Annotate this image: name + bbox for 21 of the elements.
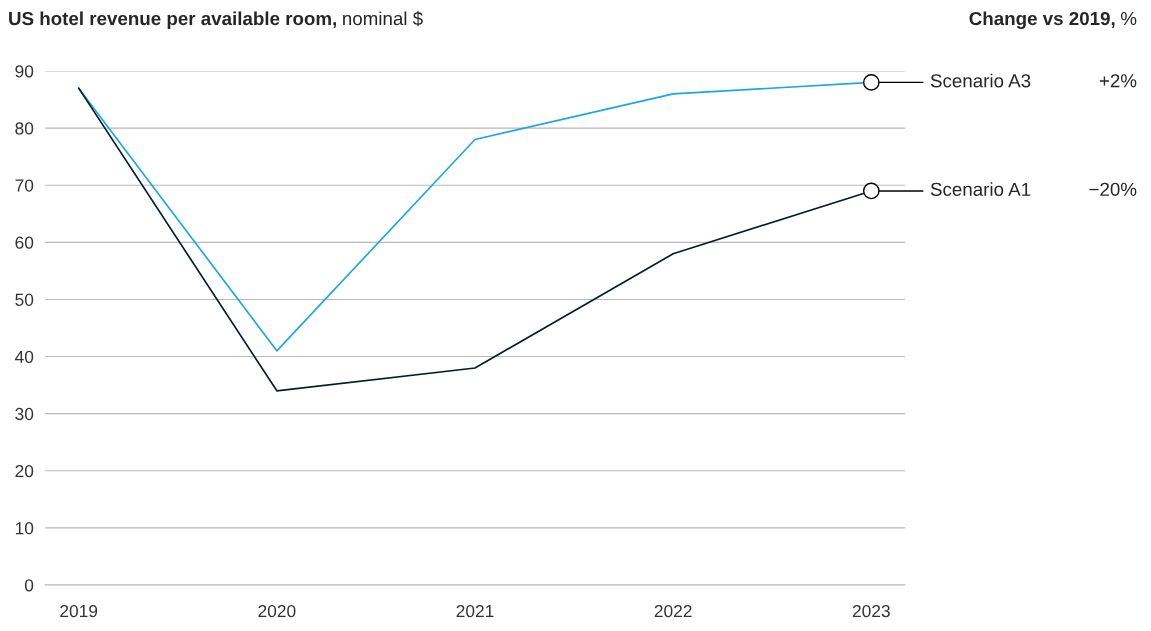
- y-tick-label: 80: [15, 122, 34, 135]
- x-tick-label: 2022: [654, 604, 692, 618]
- y-tick-label: 90: [15, 65, 34, 78]
- x-tick-label: 2023: [852, 604, 890, 618]
- chart-title: US hotel revenue per available room, nominal $: [9, 11, 423, 29]
- y-tick-label: 0: [24, 579, 34, 592]
- text: +2%: [1099, 74, 1137, 88]
- x-tick-label: 2021: [456, 604, 494, 618]
- legend-label: Scenario A1: [930, 182, 1031, 196]
- y-tick-label: 10: [15, 522, 34, 535]
- legend-label: Scenario A3: [930, 73, 1031, 88]
- x-tick-label: 2019: [60, 604, 98, 618]
- y-tick-label: 60: [15, 236, 34, 249]
- y-tick-label: 70: [15, 179, 34, 192]
- x-tick-label: 2020: [258, 604, 296, 618]
- y-tick-label: 50: [15, 293, 34, 306]
- y-tick-label: 30: [15, 407, 34, 421]
- y-tick-label: 20: [15, 464, 34, 478]
- text: −20%: [1089, 182, 1137, 196]
- y-tick-label: 40: [14, 350, 34, 364]
- text: Change vs 2019, %: [969, 11, 1137, 29]
